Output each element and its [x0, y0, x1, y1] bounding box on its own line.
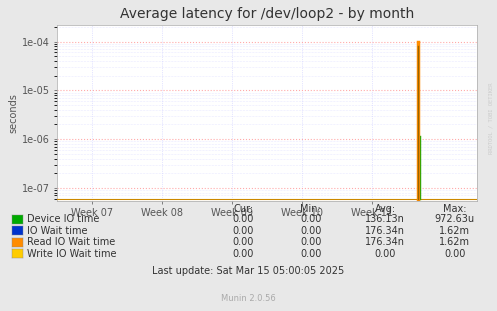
Text: 176.34n: 176.34n: [365, 226, 405, 236]
Text: Cur:: Cur:: [234, 204, 253, 214]
Text: 0.00: 0.00: [233, 226, 254, 236]
Text: 1.62m: 1.62m: [439, 237, 470, 247]
Text: 136.13n: 136.13n: [365, 214, 405, 224]
Text: 0.00: 0.00: [300, 237, 322, 247]
Text: IO Wait time: IO Wait time: [27, 226, 88, 236]
Text: 0.00: 0.00: [300, 214, 322, 224]
Text: Read IO Wait time: Read IO Wait time: [27, 237, 116, 247]
Text: 176.34n: 176.34n: [365, 237, 405, 247]
Text: 0.00: 0.00: [233, 237, 254, 247]
Title: Average latency for /dev/loop2 - by month: Average latency for /dev/loop2 - by mont…: [120, 7, 414, 21]
Text: 0.00: 0.00: [233, 214, 254, 224]
Text: 972.63u: 972.63u: [435, 214, 475, 224]
Text: Munin 2.0.56: Munin 2.0.56: [221, 294, 276, 303]
Text: 0.00: 0.00: [444, 249, 466, 259]
Text: Min:: Min:: [300, 204, 321, 214]
Text: Max:: Max:: [443, 204, 467, 214]
Text: 0.00: 0.00: [300, 226, 322, 236]
Text: RRDTOOL / TOBI OETIKER: RRDTOOL / TOBI OETIKER: [488, 82, 493, 154]
Text: Write IO Wait time: Write IO Wait time: [27, 249, 117, 259]
Text: Avg:: Avg:: [375, 204, 396, 214]
Text: 0.00: 0.00: [374, 249, 396, 259]
Text: 0.00: 0.00: [233, 249, 254, 259]
Text: Last update: Sat Mar 15 05:00:05 2025: Last update: Sat Mar 15 05:00:05 2025: [153, 266, 344, 276]
Y-axis label: seconds: seconds: [9, 93, 19, 133]
Text: 0.00: 0.00: [300, 249, 322, 259]
Text: Device IO time: Device IO time: [27, 214, 100, 224]
Text: 1.62m: 1.62m: [439, 226, 470, 236]
